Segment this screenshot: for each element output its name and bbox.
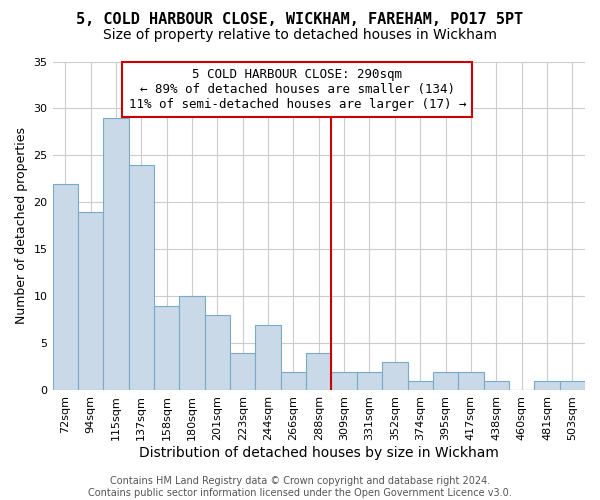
Bar: [205, 316, 230, 390]
Bar: [154, 306, 179, 390]
Bar: [382, 362, 407, 390]
Bar: [53, 184, 78, 390]
Y-axis label: Number of detached properties: Number of detached properties: [15, 128, 28, 324]
Bar: [433, 372, 458, 390]
Bar: [103, 118, 128, 390]
Bar: [534, 381, 560, 390]
Bar: [78, 212, 103, 390]
Bar: [179, 296, 205, 390]
Text: 5 COLD HARBOUR CLOSE: 290sqm
← 89% of detached houses are smaller (134)
11% of s: 5 COLD HARBOUR CLOSE: 290sqm ← 89% of de…: [129, 68, 466, 111]
Text: Contains HM Land Registry data © Crown copyright and database right 2024.
Contai: Contains HM Land Registry data © Crown c…: [88, 476, 512, 498]
Text: Size of property relative to detached houses in Wickham: Size of property relative to detached ho…: [103, 28, 497, 42]
Bar: [407, 381, 433, 390]
Bar: [560, 381, 585, 390]
X-axis label: Distribution of detached houses by size in Wickham: Distribution of detached houses by size …: [139, 446, 499, 460]
Bar: [306, 353, 331, 391]
Bar: [128, 165, 154, 390]
Bar: [484, 381, 509, 390]
Bar: [458, 372, 484, 390]
Bar: [281, 372, 306, 390]
Bar: [230, 353, 256, 391]
Text: 5, COLD HARBOUR CLOSE, WICKHAM, FAREHAM, PO17 5PT: 5, COLD HARBOUR CLOSE, WICKHAM, FAREHAM,…: [76, 12, 524, 28]
Bar: [331, 372, 357, 390]
Bar: [357, 372, 382, 390]
Bar: [256, 324, 281, 390]
